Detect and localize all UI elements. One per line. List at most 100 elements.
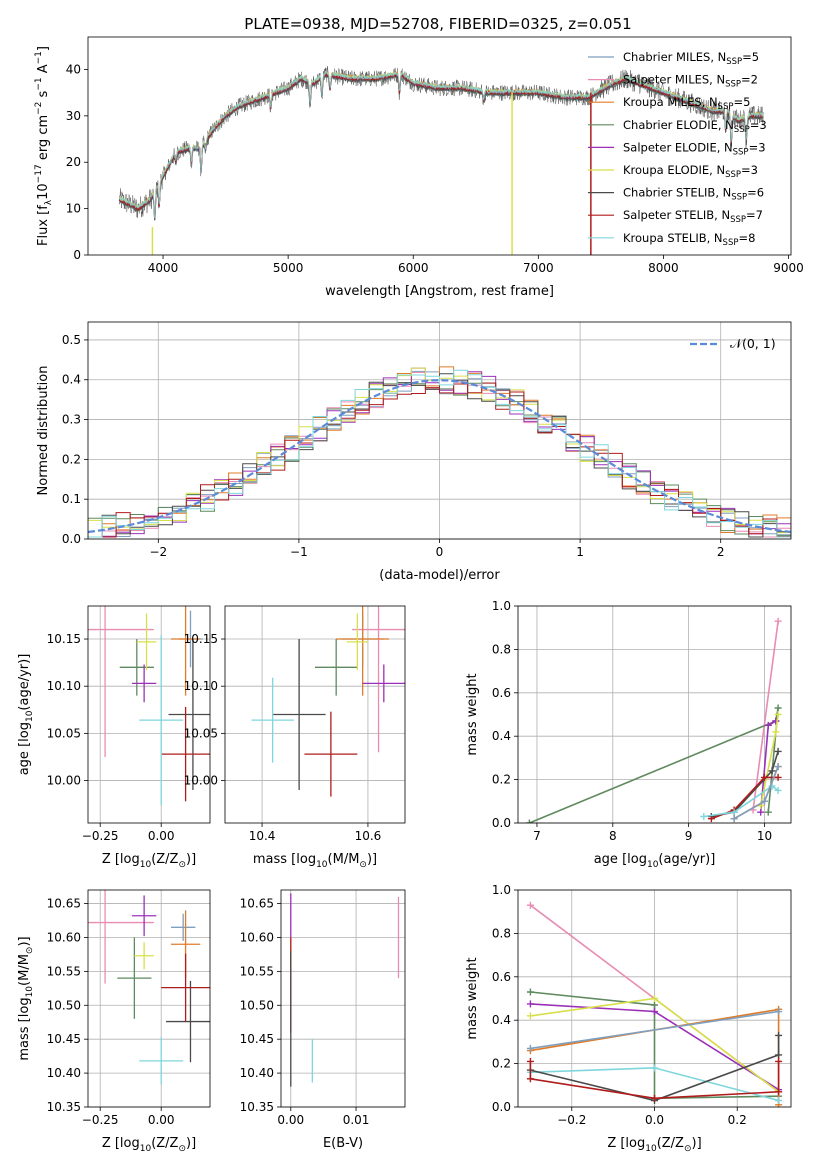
x-tick-label: 9	[685, 829, 693, 843]
y-label-part: λ	[44, 199, 54, 205]
y-tick-label: 0	[73, 248, 81, 262]
weight-marker-kroupa_stelib	[700, 812, 708, 820]
y-label-part: Flux [f	[36, 205, 51, 246]
weight-marker-salpeter_stelib	[760, 773, 768, 781]
weight-line-chabrier_miles	[530, 1010, 779, 1050]
y-tick-label: 0.2	[492, 1057, 511, 1071]
legend-prefix: Kroupa STELIB, N	[623, 231, 723, 245]
legend-prefix: Salpeter ELODIE, N	[623, 140, 733, 154]
y-tick-label: 1.0	[492, 599, 511, 613]
legend-label: Kroupa ELODIE, NSSP=3	[623, 163, 758, 180]
weight-marker-kroupa_stelib	[774, 786, 782, 794]
spectrum-plot-area	[118, 66, 764, 255]
x-axis-label: age [log10(age/yr)]	[594, 852, 716, 870]
legend-label: Salpeter MILES, NSSP=2	[623, 73, 758, 90]
legend-prefix: Salpeter STELIB, N	[623, 208, 730, 222]
weight-plot-area	[526, 901, 783, 1107]
y-axis-label: Normed distribution	[36, 366, 51, 496]
weight-marker-salpeter_stelib	[526, 1075, 534, 1083]
y-tick-label: 0.0	[492, 816, 511, 830]
legend-suffix: =3	[750, 118, 767, 132]
y-tick-label: 10.10	[47, 679, 81, 693]
axes-frame	[224, 605, 406, 824]
weight-marker-chabrier_elodie	[774, 704, 782, 712]
weight-marker-salpeter_miles	[526, 901, 534, 909]
legend-label-gaussian: 𝒩(0, 1)	[730, 336, 776, 351]
axes-frame	[87, 36, 792, 256]
legend-label: Chabrier ELODIE, NSSP=3	[623, 118, 767, 135]
y-tick-label: 10.65	[47, 897, 81, 911]
weight-marker-chabrier_stelib	[768, 767, 776, 775]
legend-sub: SSP	[730, 215, 746, 225]
weight-marker-salpeter_elodie	[764, 721, 772, 729]
axes-frame	[87, 321, 792, 540]
weight-marker-chabrier_miles	[774, 763, 782, 771]
y-tick-label: 10.60	[240, 930, 274, 944]
y-tick-label: 10.45	[240, 1032, 274, 1046]
x-tick-label: 0.00	[148, 829, 175, 843]
label-sub: 10	[140, 1144, 152, 1154]
y-tick-label: 1.0	[492, 883, 511, 897]
weight-marker-kroupa_stelib	[730, 808, 738, 816]
y-tick-label: 0.4	[492, 1013, 511, 1027]
legend-sub: SSP	[726, 57, 742, 67]
label-sub: 10	[647, 860, 659, 870]
y-label-part: −2	[34, 102, 44, 115]
x-tick-label: 0.01	[343, 1113, 370, 1127]
label-sub: ⊙	[178, 1144, 186, 1154]
scatter-plot-area	[251, 606, 405, 797]
y-tick-label: 10.40	[47, 1066, 81, 1080]
x-tick-label: 7000	[523, 261, 554, 275]
y-tick-label: 0.3	[62, 413, 81, 427]
label-part: )]	[692, 1136, 702, 1151]
weight-marker-salpeter_stelib	[651, 1094, 658, 1102]
x-tick-label: −2	[149, 545, 167, 559]
y-label-part: ]	[36, 46, 51, 51]
legend-sub: SSP	[725, 170, 741, 180]
weight-line-chabrier_elodie	[530, 991, 779, 1100]
y-tick-label: 0.4	[62, 373, 81, 387]
legend-sub: SSP	[723, 238, 739, 248]
scatter-plot-area	[88, 890, 210, 1085]
y-tick-label: 10.60	[47, 930, 81, 944]
legend-prefix: Chabrier MILES, N	[623, 50, 726, 64]
legend-suffix: =3	[749, 140, 766, 154]
weight-marker-chabrier_elodie	[525, 819, 533, 823]
legend-suffix: =5	[742, 50, 759, 64]
label-part: Z [log	[607, 1136, 645, 1151]
label-part: (age/yr)]	[17, 654, 32, 711]
y-tick-label: 10.40	[240, 1066, 274, 1080]
x-axis-label: E(B-V)	[323, 1136, 363, 1151]
weight-marker-chabrier_miles	[526, 1044, 534, 1052]
z-vs-mass-chart: −0.25 0.00 10.35 10.40 10.45 10.50 10.55 10.60 1…	[17, 889, 211, 1154]
label-part: mass [log	[17, 997, 32, 1060]
label-part: age [log	[594, 852, 647, 867]
y-tick-label: 10.50	[240, 998, 274, 1012]
legend-sub: SSP	[731, 193, 747, 203]
label-part: Z [log	[102, 1136, 140, 1151]
legend-prefix: Kroupa ELODIE, N	[623, 163, 725, 177]
scatter-plot-area	[88, 606, 210, 806]
y-axis-label: age [log10(age/yr)]	[17, 654, 35, 776]
weight-line-kroupa_stelib	[703, 785, 779, 818]
x-axis-label: wavelength [Angstrom, rest frame]	[325, 284, 554, 299]
y-tick-label: 10.55	[240, 964, 274, 978]
y-tick-label: 0.6	[492, 686, 511, 700]
y-tick-label: 0.0	[62, 532, 81, 546]
label-sub: 10	[25, 986, 35, 998]
weight-marker-salpeter_elodie	[526, 1000, 534, 1008]
legend-suffix: =8	[738, 231, 755, 245]
legend-label: Salpeter STELIB, NSSP=7	[623, 208, 763, 225]
weight-marker-salpeter_miles	[774, 617, 782, 625]
weight-marker-salpeter_elodie	[651, 1008, 658, 1016]
weight-marker-salpeter_elodie	[757, 808, 765, 816]
y-tick-label: 0.5	[62, 333, 81, 347]
y-tick-label: 0.2	[62, 452, 81, 466]
x-tick-label: 5000	[273, 261, 304, 275]
spectrum-chart: 4000 5000 6000 7000 8000 9000 0 10 20 30 40 wavelen…	[34, 36, 804, 299]
legend-prefix: Kroupa MILES, N	[623, 95, 718, 109]
y-tick-label: 0.0	[492, 1100, 511, 1114]
x-tick-label: 0.00	[277, 1113, 304, 1127]
